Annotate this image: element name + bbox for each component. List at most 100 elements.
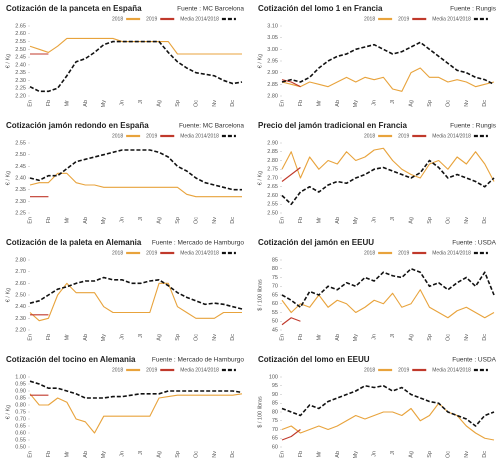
x-tick-label: Ab xyxy=(335,217,341,224)
x-tick-label: Jn xyxy=(120,451,126,457)
y-tick-label: 0.80 xyxy=(15,402,26,408)
y-tick-label: 2.65 xyxy=(15,23,26,29)
y-tick-label: 2.80 xyxy=(15,257,26,263)
x-tick-label: Mr xyxy=(64,100,70,107)
y-tick-label: 2.65 xyxy=(267,184,278,190)
y-tick-label: 2.55 xyxy=(15,39,26,45)
y-tick-label: 70 xyxy=(272,284,278,290)
legend-label: Media 2014/2018 xyxy=(432,16,471,22)
x-tick-label: Jn xyxy=(372,451,378,457)
y-tick-label: 2.55 xyxy=(15,140,26,146)
x-tick-label: En xyxy=(279,451,285,458)
y-tick-label: 2.20 xyxy=(15,93,26,99)
x-tick-label: Dc xyxy=(230,217,236,224)
x-tick-label: En xyxy=(279,100,285,107)
series-line xyxy=(281,147,495,182)
y-tick-label: 85 xyxy=(272,401,278,407)
x-tick-label: Fb xyxy=(298,334,304,340)
y-tick-label: 75 xyxy=(272,418,278,424)
x-tick-label: Ab xyxy=(83,100,89,107)
y-tick-label: 2.35 xyxy=(15,70,26,76)
chart-title: Cotización de la panceta en España xyxy=(6,4,142,13)
x-tick-label: Jl xyxy=(390,100,396,104)
y-axis-title: € / Kg xyxy=(257,171,263,185)
x-tick-label: Ab xyxy=(83,217,89,224)
y-tick-label: 75 xyxy=(272,275,278,281)
x-tick-label: Oc xyxy=(193,100,199,107)
x-tick-label: Ag xyxy=(408,451,414,458)
y-tick-label: 60 xyxy=(272,301,278,307)
legend-label: 2018 xyxy=(112,133,123,139)
x-tick-label: Jl xyxy=(138,451,144,455)
x-tick-label: Nv xyxy=(464,100,470,107)
legend-label: 2018 xyxy=(364,367,375,373)
x-tick-label: En xyxy=(27,334,33,341)
x-tick-label: My xyxy=(101,100,107,108)
y-tick-label: 2.50 xyxy=(15,152,26,158)
y-tick-label: 2.30 xyxy=(15,199,26,205)
y-tick-label: 2.60 xyxy=(15,281,26,287)
x-tick-label: Sp xyxy=(427,100,433,107)
x-tick-label: Jn xyxy=(120,217,126,223)
y-tick-label: 65 xyxy=(272,436,278,442)
chart-title: Cotización del lomo 1 en Francia xyxy=(258,4,383,13)
chart-source: Fuente : USDA xyxy=(452,240,496,247)
y-tick-label: 2.60 xyxy=(267,193,278,199)
legend-label: 2019 xyxy=(146,250,157,256)
y-tick-label: 2.40 xyxy=(15,62,26,68)
legend-label: 2019 xyxy=(398,133,409,139)
x-tick-label: Oc xyxy=(193,451,199,458)
x-tick-label: Fb xyxy=(46,100,52,106)
x-tick-label: My xyxy=(353,217,359,225)
y-tick-label: 0.90 xyxy=(15,388,26,394)
y-tick-label: 95 xyxy=(272,383,278,389)
series-line xyxy=(29,393,243,434)
chart-source: Fuente : Mercado de Hamburgo xyxy=(152,357,245,364)
series-line xyxy=(281,317,301,326)
x-tick-label: Mr xyxy=(64,451,70,458)
y-tick-label: 2.90 xyxy=(267,140,278,146)
y-tick-label: 0.50 xyxy=(15,444,26,450)
x-tick-label: Mr xyxy=(316,217,322,224)
chart: Cotización de la paleta en Alemania Fuent… xyxy=(5,238,244,341)
chart-source: Fuente : USDA xyxy=(452,357,496,364)
chart-source: Fuente : Rungis xyxy=(450,6,497,13)
x-tick-label: Jl xyxy=(138,334,144,338)
x-tick-label: Oc xyxy=(193,334,199,341)
legend-label: 2018 xyxy=(112,367,123,373)
legend-label: 2019 xyxy=(398,250,409,256)
y-tick-label: 3.05 xyxy=(267,35,278,41)
y-tick-label: 2.35 xyxy=(15,187,26,193)
x-tick-label: Ag xyxy=(408,217,414,224)
y-axis-title: € / Kg xyxy=(5,171,11,185)
x-tick-label: Nv xyxy=(212,217,218,224)
x-tick-label: Jl xyxy=(390,334,396,338)
x-tick-label: Sp xyxy=(175,334,181,341)
y-tick-label: 2.50 xyxy=(15,47,26,53)
x-tick-label: En xyxy=(27,217,33,224)
x-tick-label: Sp xyxy=(175,100,181,107)
x-tick-label: Dc xyxy=(482,334,488,341)
x-tick-label: Oc xyxy=(193,217,199,224)
series-line xyxy=(281,429,301,441)
series-line xyxy=(29,172,242,198)
series-line xyxy=(29,276,243,310)
y-tick-label: 65 xyxy=(272,292,278,298)
y-tick-label: 2.20 xyxy=(15,327,26,333)
chart: Cotización del tocino en Alemania Fuente … xyxy=(5,355,244,458)
legend-label: Media 2014/2018 xyxy=(180,367,219,373)
y-tick-label: 3.10 xyxy=(267,23,278,29)
y-axis-title: € / Kg xyxy=(5,288,11,302)
chart-title: Cotización del lomo en EEUU xyxy=(258,355,370,364)
y-tick-label: 0.85 xyxy=(15,395,26,401)
y-tick-label: 2.80 xyxy=(267,93,278,99)
series-line xyxy=(29,40,243,93)
series-line xyxy=(281,67,495,92)
y-axis-title: € / Kg xyxy=(257,54,263,68)
legend-label: Media 2014/2018 xyxy=(180,133,219,139)
x-tick-label: Sp xyxy=(427,451,433,458)
y-tick-label: 0.55 xyxy=(15,437,26,443)
y-tick-label: 2.75 xyxy=(267,167,278,173)
y-tick-label: 90 xyxy=(272,392,278,398)
x-tick-label: Nv xyxy=(464,334,470,341)
